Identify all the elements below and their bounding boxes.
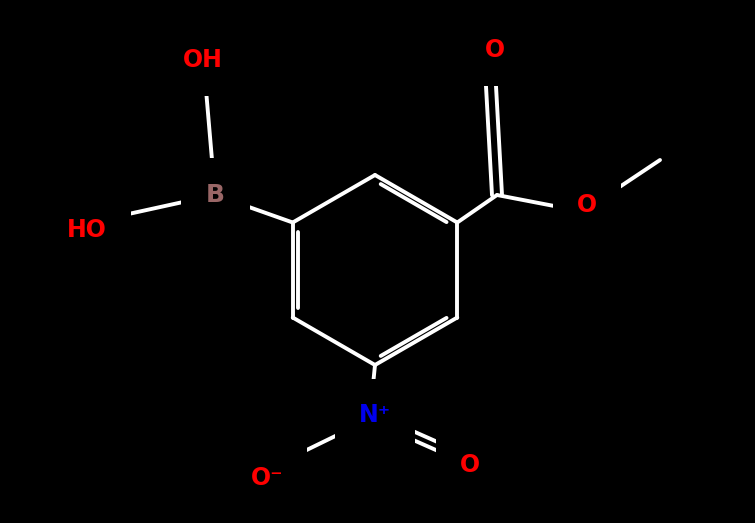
Text: O⁻: O⁻	[251, 466, 283, 490]
Text: OH: OH	[183, 48, 223, 72]
Text: N⁺: N⁺	[359, 403, 391, 427]
Text: O: O	[460, 453, 480, 477]
Text: HO: HO	[67, 218, 107, 242]
Text: O: O	[485, 38, 505, 62]
Text: B: B	[205, 183, 224, 207]
Text: O: O	[577, 193, 597, 217]
